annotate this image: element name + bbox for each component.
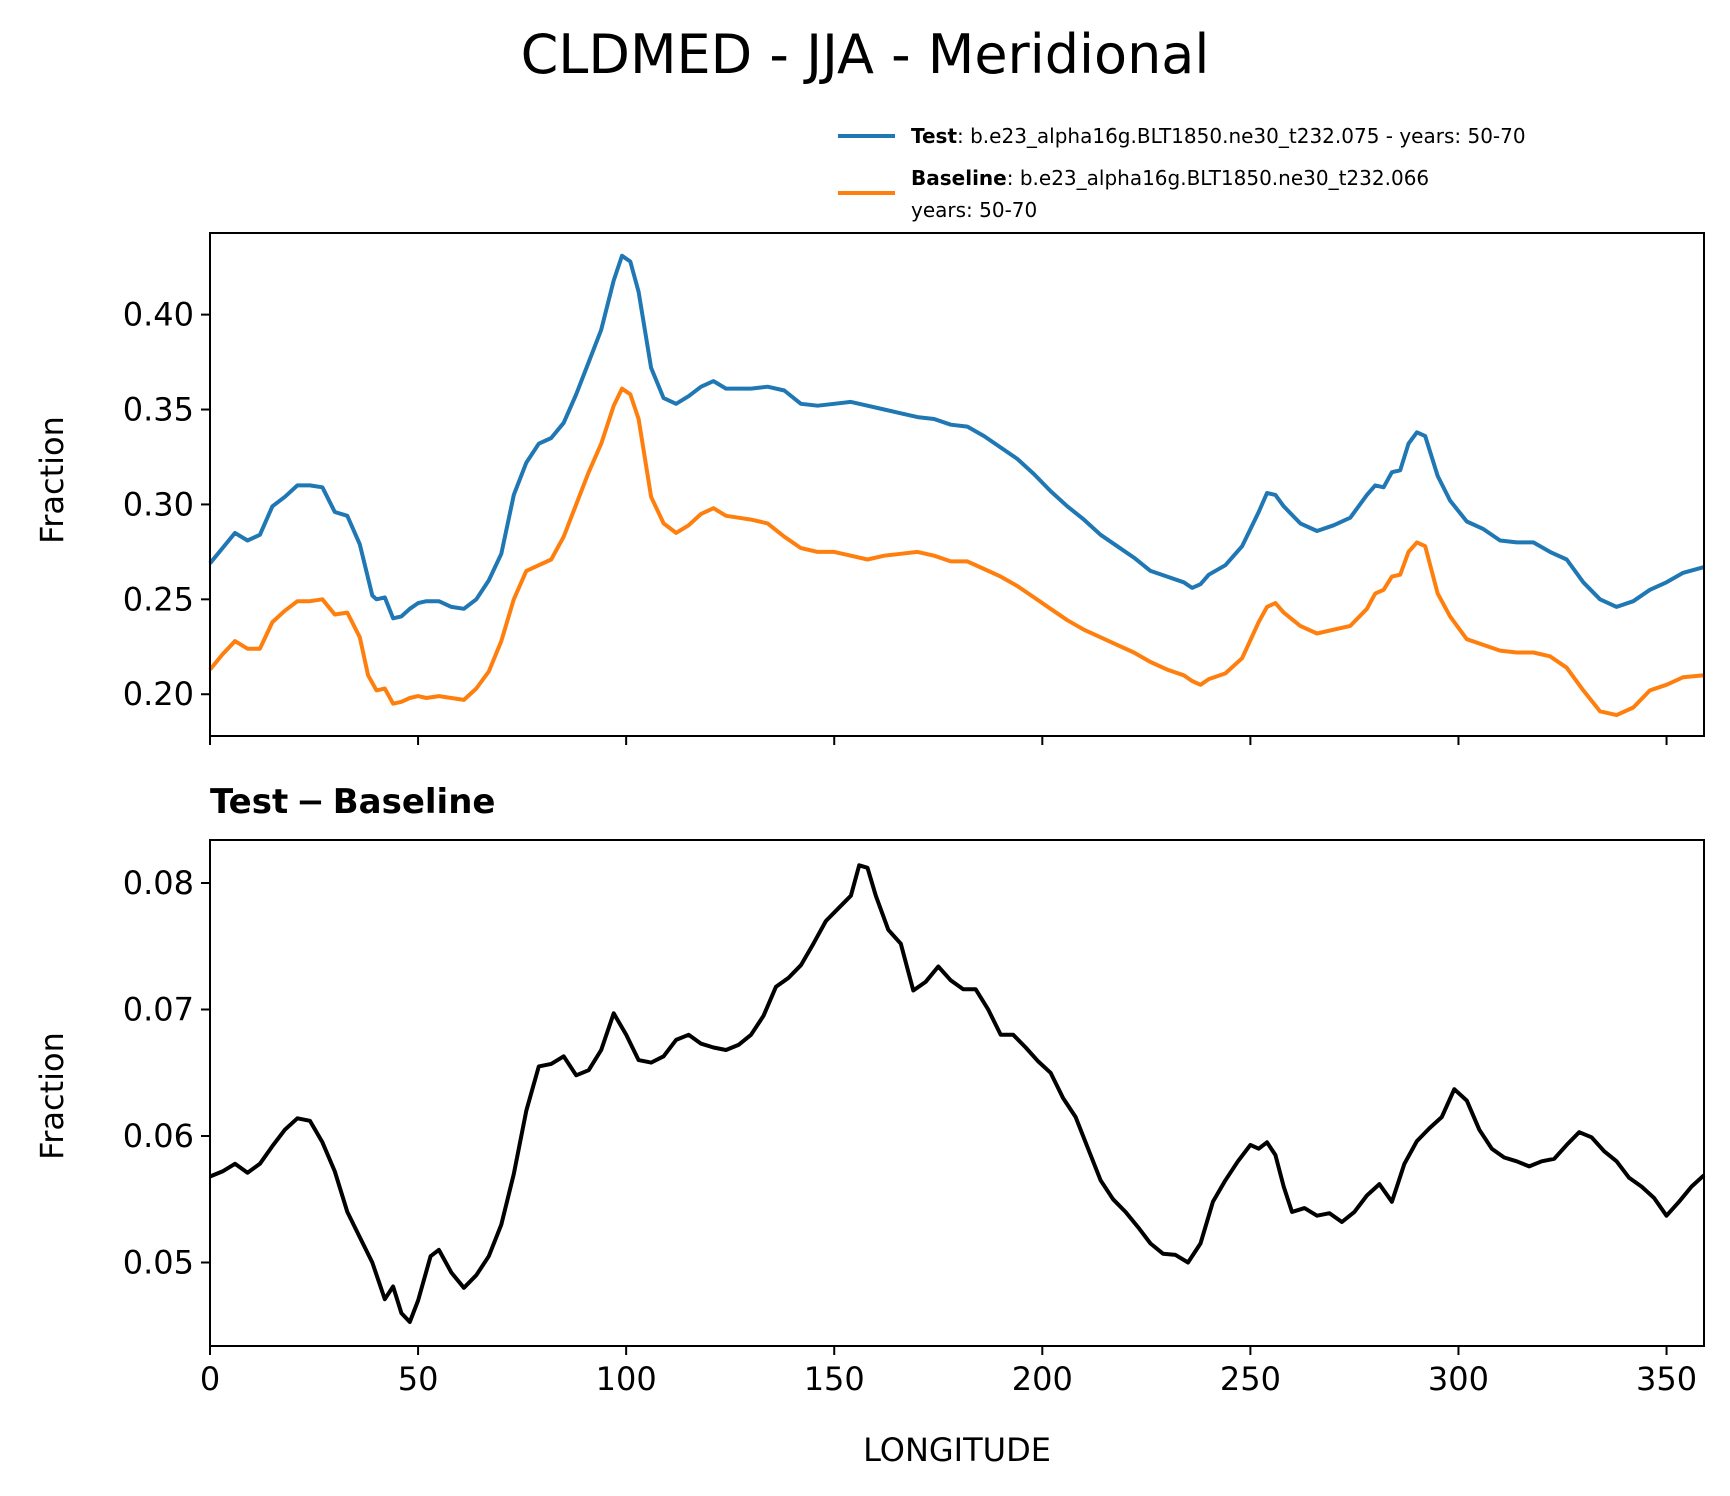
bottom-xtick-label: 50 [398, 1360, 439, 1398]
bottom-panel-ylabel: Fraction [33, 1032, 71, 1160]
bottom-panel-xticks: 0 50 100 150 200 250 300 350 [200, 1346, 1697, 1398]
legend-baseline-desc-line1: : b.e23_alpha16g.BLT1850.ne30_t232.066 [1007, 166, 1429, 190]
top-panel-xticks [209, 736, 1668, 745]
legend-baseline-name: Baseline [911, 166, 1007, 190]
top-panel-ylabel: Fraction [33, 416, 71, 544]
figure-title: CLDMED - JJA - Meridional [521, 23, 1210, 86]
bottom-xtick-label: 100 [596, 1360, 657, 1398]
bottom-xtick-label: 150 [804, 1360, 865, 1398]
bottom-xtick-label: 0 [200, 1360, 220, 1398]
bottom-panel-series [209, 863, 1706, 1324]
bottom-panel-frame [209, 839, 1705, 1347]
bottom-panel-yticks: 0.05 0.06 0.07 0.08 [123, 864, 210, 1282]
legend-baseline-desc-line2: years: 50-70 [911, 198, 1037, 222]
legend: Test: b.e23_alpha16g.BLT1850.ne30_t232.0… [838, 124, 1526, 222]
legend-baseline-label: Baseline: b.e23_alpha16g.BLT1850.ne30_t2… [911, 166, 1429, 190]
legend-test-name: Test [911, 124, 957, 148]
top-panel-frame [209, 232, 1705, 737]
bottom-panel-title-minus: − [296, 782, 325, 822]
bottom-panel-title-test: Test [210, 782, 288, 822]
top-series-baseline-line [208, 386, 1705, 718]
bottom-ytick-label: 0.06 [123, 1117, 194, 1155]
bottom-panel: Test − Baseline Fraction LONGITUDE 0.050.0… [33, 782, 1706, 1469]
top-panel-yticks: 0.20 0.25 0.30 0.35 0.40 [123, 296, 210, 713]
bottom-xtick-label: 250 [1220, 1360, 1281, 1398]
top-ytick-label: 0.30 [123, 485, 194, 523]
bottom-ytick-label: 0.08 [123, 864, 194, 902]
top-ytick-label: 0.40 [123, 296, 194, 334]
top-ytick-label: 0.25 [123, 580, 194, 618]
bottom-xtick-label: 200 [1012, 1360, 1073, 1398]
legend-test-desc: : b.e23_alpha16g.BLT1850.ne30_t232.075 -… [957, 124, 1526, 148]
bottom-ytick-label: 0.07 [123, 991, 194, 1029]
bottom-xtick-label: 300 [1428, 1360, 1489, 1398]
bottom-panel-title-baseline: Baseline [333, 782, 496, 822]
top-ytick-label: 0.35 [123, 391, 194, 429]
bottom-panel-title: Test − Baseline [210, 782, 495, 822]
bottom-panel-xlabel: LONGITUDE [863, 1431, 1051, 1469]
bottom-xtick-label: 350 [1636, 1360, 1697, 1398]
top-panel-series [208, 253, 1705, 718]
top-series-test-line [208, 253, 1705, 621]
legend-test-label: Test: b.e23_alpha16g.BLT1850.ne30_t232.0… [911, 124, 1526, 148]
bottom-series-test-baseline-line [209, 863, 1706, 1324]
top-ytick-label: 0.20 [123, 675, 194, 713]
bottom-ytick-label: 0.05 [123, 1244, 194, 1282]
top-panel: Fraction 0.20 0.25 0.30 0.35 0.40 [33, 232, 1705, 745]
